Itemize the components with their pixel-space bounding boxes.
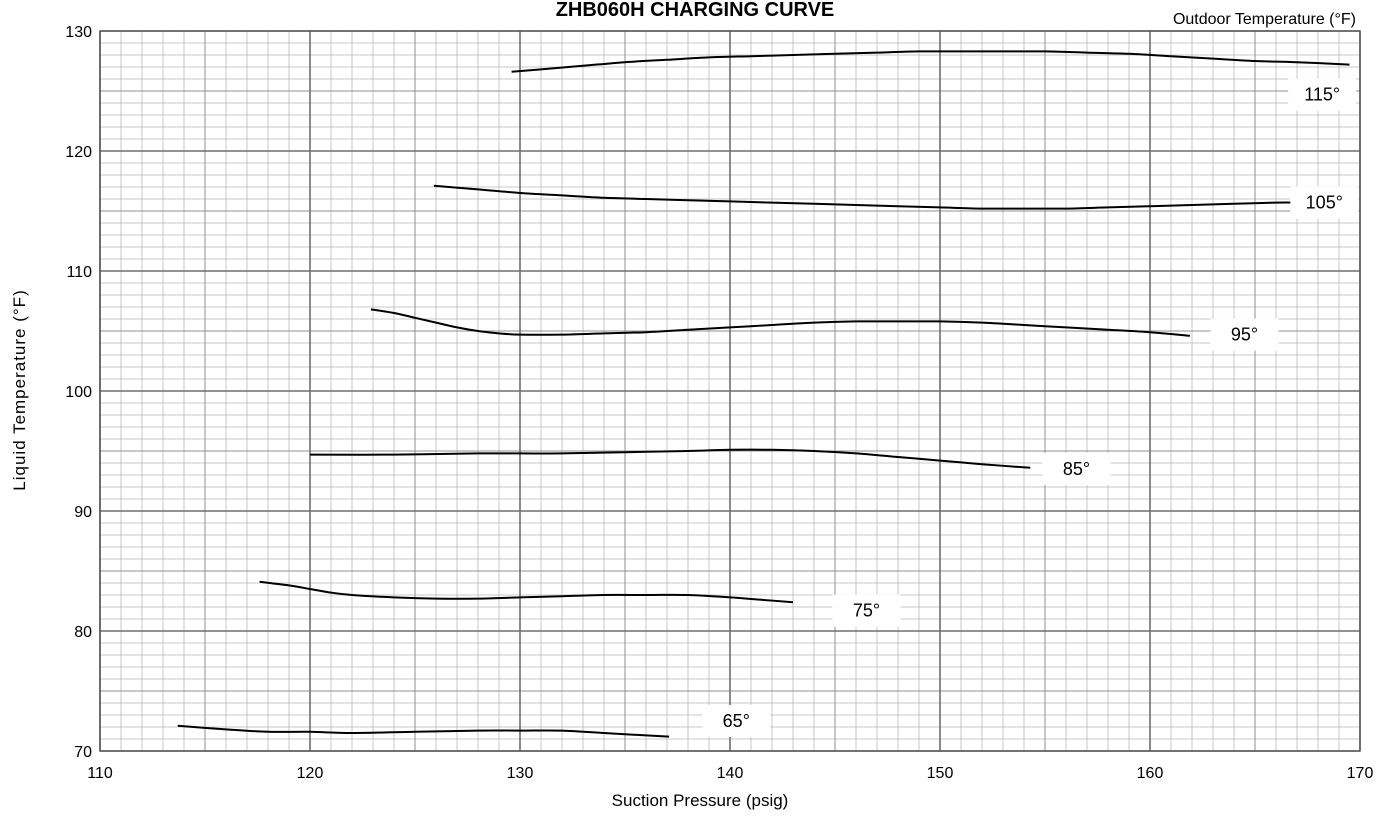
legend-title: Outdoor Temperature (°F): [1173, 11, 1356, 28]
series-line-0: [177, 724, 670, 738]
series-label-background: [1042, 453, 1111, 485]
y-tick-label: 70: [74, 744, 92, 761]
x-tick-label: 140: [717, 765, 744, 782]
x-tick-label: 170: [1347, 765, 1374, 782]
series-line-2: [309, 448, 1031, 469]
series-line-5: [511, 50, 1350, 73]
series-label-background: [1288, 78, 1357, 111]
y-tick-label: 110: [66, 264, 92, 281]
y-tick-label: 100: [65, 384, 92, 401]
y-axis-label: Liquid Temperature (°F): [10, 289, 29, 490]
series-line-1: [259, 580, 794, 604]
y-tick-label: 90: [74, 504, 92, 521]
series-label: 75°: [853, 601, 880, 621]
x-tick-label: 110: [87, 765, 113, 782]
y-tick-label: 130: [65, 24, 92, 41]
y-tick-label: 80: [74, 624, 92, 641]
series-label: 105°: [1306, 193, 1343, 213]
chart-title: ZHB060H CHARGING CURVE: [556, 0, 835, 21]
y-tick-label: 120: [65, 144, 92, 161]
series-line-4: [433, 184, 1302, 210]
series-label: 95°: [1231, 325, 1258, 345]
axes: [99, 30, 1361, 752]
series-line-3: [370, 308, 1190, 337]
series-label-background: [832, 594, 901, 627]
series-label: 85°: [1063, 459, 1090, 479]
series-label: 65°: [723, 711, 750, 731]
x-tick-label: 130: [507, 765, 534, 782]
x-tick-label: 150: [927, 765, 954, 782]
series-labels: 65° 75° 85° 95° 105° 115°: [702, 78, 1359, 737]
series-label-background: [1210, 318, 1279, 351]
tick-labels: 110 120 130 140 150 160 170 70 80 90 100 110 120 130: [65, 24, 1373, 782]
x-tick-label: 120: [297, 765, 324, 782]
series-lines: [177, 50, 1350, 738]
series-label-background: [702, 705, 771, 737]
series-label-background: [1290, 186, 1359, 219]
x-axis-label: Suction Pressure (psig): [612, 791, 789, 810]
plot-frame: [99, 30, 1361, 752]
x-tick-label: 160: [1137, 765, 1164, 782]
series-label: 115°: [1304, 85, 1340, 105]
